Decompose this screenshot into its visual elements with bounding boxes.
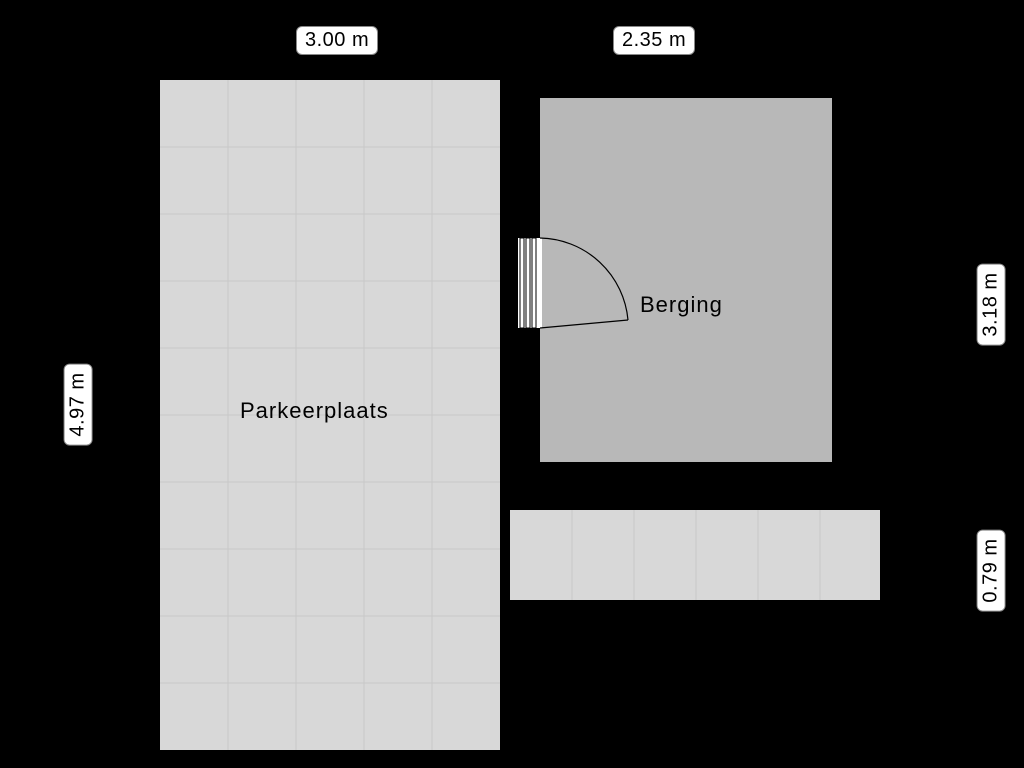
floorplan-svg <box>0 0 1024 768</box>
dim-right-mid: 3.18 m <box>977 263 1006 345</box>
dim-top-right: 2.35 m <box>613 26 695 55</box>
dim-top-left: 3.00 m <box>296 26 378 55</box>
berging-area <box>522 80 850 480</box>
bottom-strip-area <box>510 510 880 600</box>
floorplan-stage: Parkeerplaats Berging 3.00 m 2.35 m 4.97… <box>0 0 1024 768</box>
dim-right-low: 0.79 m <box>977 529 1006 611</box>
dim-left: 4.97 m <box>64 363 93 445</box>
berging-label: Berging <box>640 292 723 318</box>
parkeerplaats-label: Parkeerplaats <box>240 398 389 424</box>
